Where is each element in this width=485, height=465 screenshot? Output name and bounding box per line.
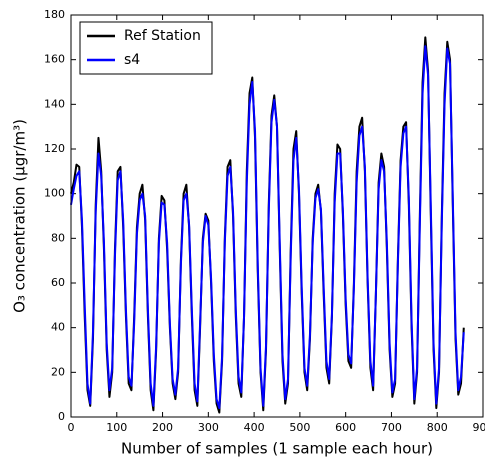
y-tick-label: 120: [44, 142, 65, 155]
y-tick-label: 60: [51, 276, 65, 289]
x-tick-label: 800: [427, 421, 448, 434]
y-tick-label: 0: [58, 410, 65, 423]
legend-label: s4: [124, 52, 140, 68]
data-line: [71, 37, 464, 412]
y-tick-label: 20: [51, 365, 65, 378]
x-tick-label: 100: [106, 421, 127, 434]
x-axis-label: Number of samples (1 sample each hour): [121, 440, 433, 458]
x-tick-label: 600: [335, 421, 356, 434]
legend-label: Ref Station: [124, 28, 201, 44]
y-tick-label: 140: [44, 97, 65, 110]
y-tick-label: 160: [44, 53, 65, 66]
x-tick-label: 200: [152, 421, 173, 434]
x-tick-label: 300: [198, 421, 219, 434]
y-tick-label: 40: [51, 321, 65, 334]
y-tick-label: 180: [44, 8, 65, 21]
x-tick-label: 0: [68, 421, 75, 434]
x-tick-label: 700: [381, 421, 402, 434]
x-tick-label: 400: [244, 421, 265, 434]
x-tick-label: 900: [473, 421, 485, 434]
y-axis-label: O₃ concentration (μgr/m³): [11, 119, 29, 313]
y-tick-label: 80: [51, 231, 65, 244]
x-tick-label: 500: [289, 421, 310, 434]
y-tick-label: 100: [44, 187, 65, 200]
